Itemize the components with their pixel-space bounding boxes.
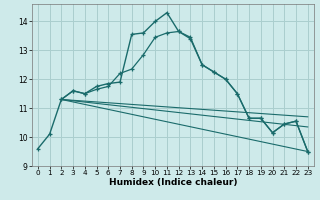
X-axis label: Humidex (Indice chaleur): Humidex (Indice chaleur): [108, 178, 237, 187]
